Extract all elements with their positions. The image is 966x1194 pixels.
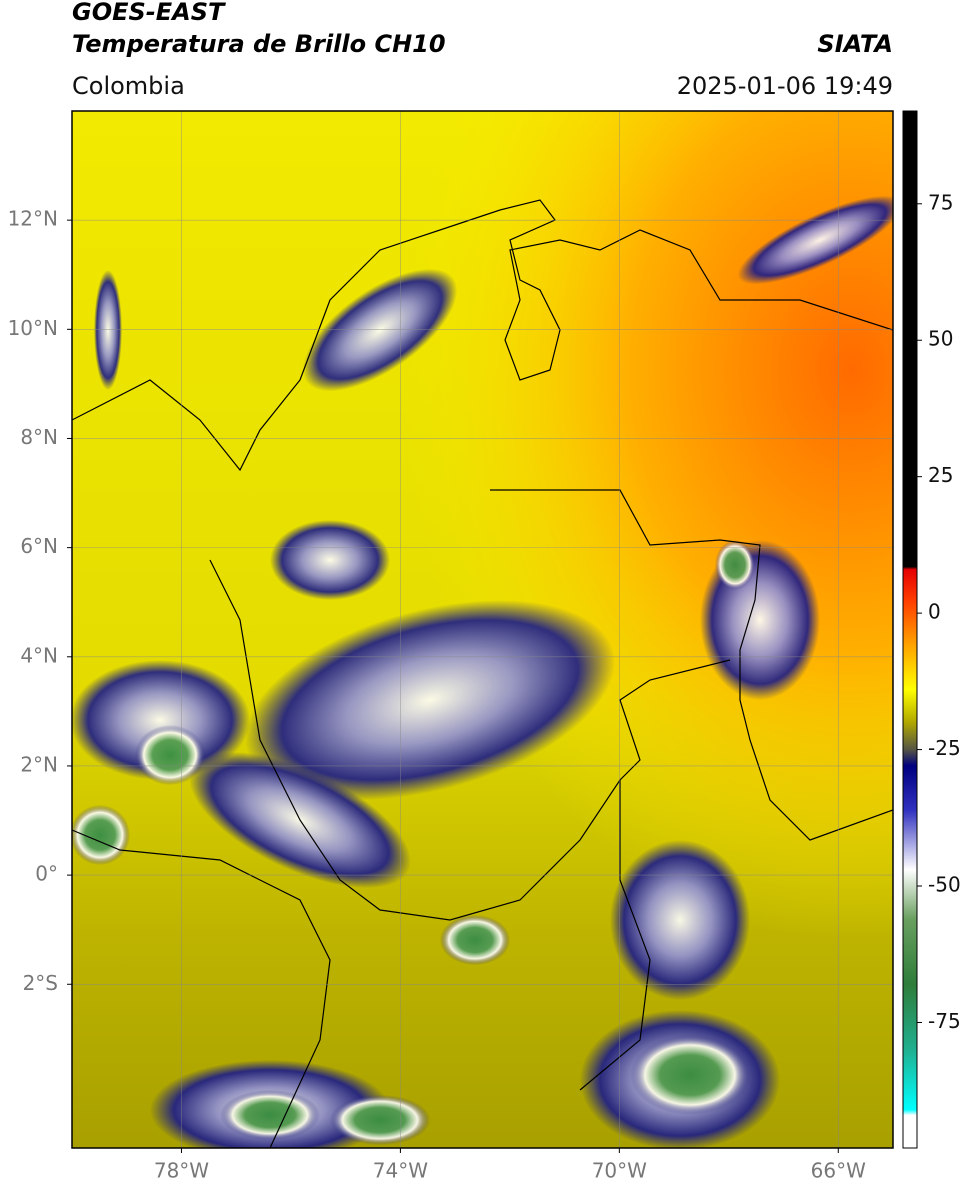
lat-tick-label: 0° xyxy=(35,862,58,886)
lon-tick-label: 70°W xyxy=(592,1159,647,1183)
lat-tick-label: 4°N xyxy=(20,643,58,667)
colorbar-tick-label: 25 xyxy=(928,463,953,487)
timestamp: 2025-01-06 19:49 xyxy=(677,72,893,100)
lat-tick-label: 6°N xyxy=(20,534,58,558)
region: Colombia xyxy=(72,72,185,100)
source: SIATA xyxy=(817,30,893,58)
map-imagery xyxy=(72,111,893,1148)
colorbar-tick-label: -75 xyxy=(928,1009,961,1033)
lat-tick-label: 12°N xyxy=(8,207,58,231)
colorbar xyxy=(902,110,918,1149)
gridlines xyxy=(72,111,893,1148)
title-line1: GOES-EAST xyxy=(72,0,226,26)
cloud-field xyxy=(72,195,893,1148)
lon-tick-label: 66°W xyxy=(811,1159,866,1183)
colorbar-tick-label: 75 xyxy=(928,190,953,214)
lat-tick-label: 2°N xyxy=(20,752,58,776)
colorbar-tick-label: 50 xyxy=(928,327,953,351)
colorbar-tick-label: -50 xyxy=(928,873,961,897)
lat-tick-label: 10°N xyxy=(8,316,58,340)
map-frame xyxy=(71,110,894,1149)
title-line2: Temperatura de Brillo CH10 xyxy=(72,30,446,58)
colorbar-tick-label: -25 xyxy=(928,736,961,760)
lon-tick-label: 78°W xyxy=(154,1159,209,1183)
borders xyxy=(72,199,893,1148)
lon-tick-label: 74°W xyxy=(373,1159,428,1183)
lat-tick-label: 8°N xyxy=(20,425,58,449)
colorbar-tick-label: 0 xyxy=(928,600,941,624)
lat-tick-label: 2°S xyxy=(23,971,58,995)
